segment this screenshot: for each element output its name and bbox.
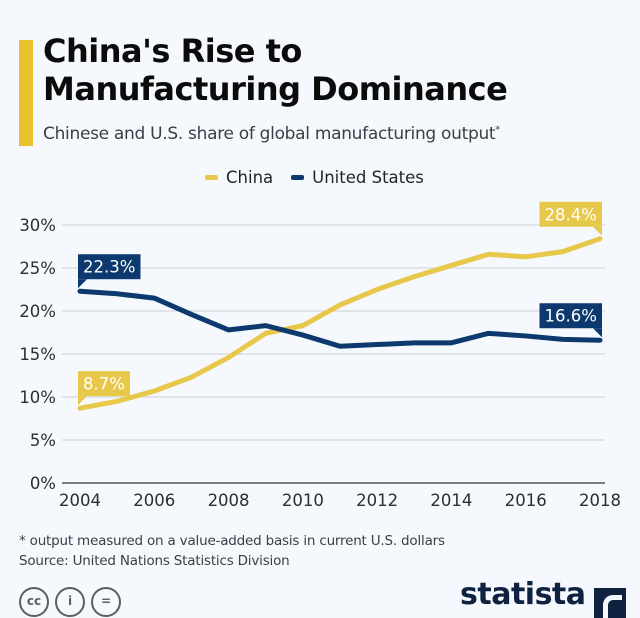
x-tick-label: 2018 [579,491,621,510]
logo-text: statista [460,577,586,612]
legend-swatch-united-states [291,175,305,180]
line-chart: 0% 5% 10% 15% 20% 25% 30% 2004 2006 2008 2010 2012… [19,201,621,510]
no-derivatives-icon[interactable]: = [91,587,121,617]
callout-united-states-2004: 22.3% [78,254,141,289]
y-tick-label: 10% [19,388,56,407]
legend-label-china: China [226,168,274,187]
subtitle-footnote-mark: * [495,124,500,136]
chart-title: China's Rise to Manufacturing Dominance [43,32,633,108]
y-tick-label: 0% [30,474,56,493]
callout-pointer [78,396,87,406]
series-line-united-states [77,288,603,349]
title-accent-bar [19,40,33,146]
callout-box [78,254,141,280]
legend-item-united-states: United States [291,168,424,187]
legend-label-united-states: United States [312,168,424,187]
callout-box [78,371,130,397]
chart-subtitle: Chinese and U.S. share of global manufac… [43,124,500,144]
title-line-2: Manufacturing Dominance [43,70,508,108]
x-tick-label: 2012 [356,491,398,510]
title-line-1: China's Rise to [43,32,302,70]
legend-swatch-china [205,175,218,180]
callout-label: 8.7% [83,375,125,394]
license-icons: cc i = [19,587,121,617]
callout-pointer [78,279,87,289]
data-annotations: 8.7% 28.4% 22.3% 16.6% [78,201,602,406]
callout-box [539,303,602,329]
x-tick-label: 2004 [59,491,101,510]
x-tick-label: 2008 [208,491,250,510]
y-tick-label: 30% [19,216,56,235]
gridlines [62,224,605,484]
legend-item-china: China [205,168,273,187]
x-tick-label: 2016 [505,491,547,510]
callout-pointer [593,328,602,338]
y-tick-label: 25% [19,259,56,278]
x-tick-label: 2006 [133,491,175,510]
callout-box [539,201,602,227]
callout-china-2018: 28.4% [539,201,602,236]
series-line-china [77,236,603,411]
callout-pointer [593,226,602,236]
x-tick-label: 2014 [430,491,472,510]
callout-label: 28.4% [545,205,597,224]
y-tick-label: 5% [30,431,56,450]
logo-mark-icon [593,588,626,618]
footnote-source: Source: United Nations Statistics Divisi… [19,553,290,569]
callout-label: 22.3% [83,258,135,277]
y-tick-label: 15% [19,345,56,364]
series-lines [77,236,603,411]
footnote-note: * output measured on a value-added basis… [19,533,445,549]
x-axis-ticks: 2004 2006 2008 2010 2012 2014 2016 2018 [59,491,621,510]
callout-label: 16.6% [545,307,597,326]
y-tick-label: 20% [19,302,56,321]
attribution-icon[interactable]: i [55,587,85,617]
statista-logo[interactable]: statista [460,580,626,618]
subtitle-text: Chinese and U.S. share of global manufac… [43,124,496,144]
callout-united-states-2018: 16.6% [539,303,602,338]
legend: China United States [205,168,424,187]
creative-commons-icon[interactable]: cc [19,587,49,617]
x-tick-label: 2010 [282,491,324,510]
footnote: * output measured on a value-added basis… [19,531,445,571]
callout-china-2004: 8.7% [78,371,130,406]
y-axis-ticks: 0% 5% 10% 15% 20% 25% 30% [19,216,56,493]
